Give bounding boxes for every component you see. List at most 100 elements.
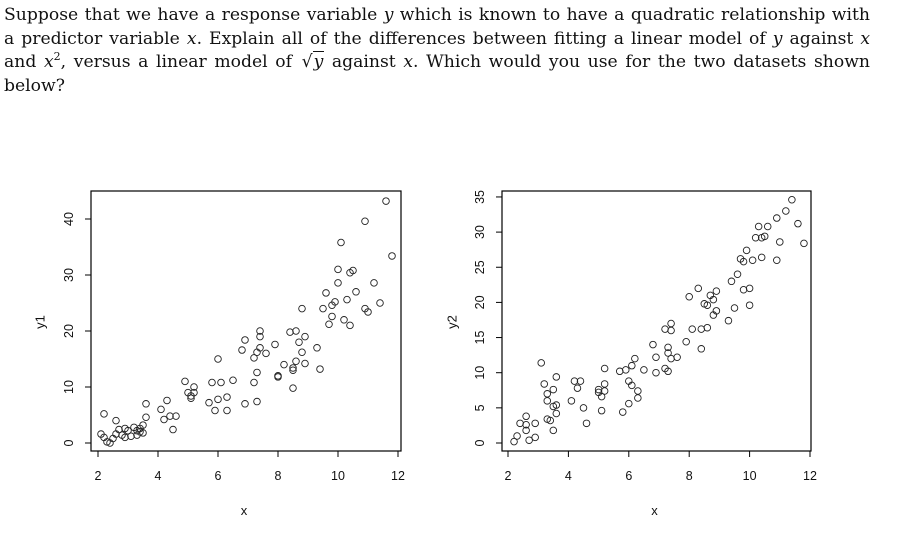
- data-point: [208, 378, 216, 387]
- data-point: [241, 400, 249, 408]
- y-tick-label: 20: [62, 324, 76, 338]
- sqrt-expression: √y: [300, 51, 325, 75]
- data-point: [513, 432, 521, 440]
- question-line-2: a predictor variable x. Explain all of t…: [4, 28, 870, 52]
- data-point: [253, 397, 261, 406]
- data-point: [376, 299, 384, 307]
- data-point: [525, 436, 533, 444]
- data-point: [730, 304, 739, 312]
- data-point: [664, 367, 672, 376]
- data-point: [214, 355, 222, 363]
- data-point: [289, 364, 297, 372]
- data-point: [600, 387, 609, 395]
- data-point: [619, 408, 627, 416]
- data-point: [292, 327, 300, 335]
- data-point: [682, 338, 690, 346]
- y-tick-label: 30: [62, 268, 76, 282]
- x-axis: 2 4 6 8 10 12: [505, 451, 817, 483]
- math-var: x: [403, 52, 414, 73]
- data-point: [522, 426, 530, 435]
- data-point: [712, 287, 721, 295]
- data-point: [537, 359, 545, 367]
- data-point: [516, 419, 524, 428]
- data-point: [139, 429, 147, 437]
- data-point: [745, 284, 754, 293]
- x-axis: 2 4 6 8 10 12: [95, 451, 405, 483]
- data-point: [727, 277, 736, 286]
- scatter-plot-2: 2 4 6 8 10 12 x 0 5 10 15 20 25 30 35 y2: [445, 190, 817, 518]
- data-point: [773, 214, 781, 222]
- text: which is known to have a quadratic relat…: [393, 5, 870, 25]
- data-point: [688, 325, 696, 333]
- x-tick-label: 6: [625, 469, 632, 483]
- math-var: x: [186, 28, 197, 49]
- data-point: [112, 416, 120, 425]
- data-point: [334, 279, 342, 287]
- data-point: [573, 384, 582, 392]
- data-point: [301, 359, 309, 368]
- data-point: [352, 288, 360, 296]
- data-point: [100, 410, 108, 418]
- data-point: [661, 325, 669, 333]
- math-var: x: [43, 52, 54, 73]
- question-line-4: below?: [4, 75, 65, 96]
- data-point: [597, 392, 606, 401]
- math-var: x: [860, 28, 871, 49]
- data-point: [169, 425, 177, 434]
- question-line-1: Suppose that we have a response variable…: [4, 4, 870, 28]
- x-axis-title: x: [651, 503, 658, 518]
- x-tick-label: 4: [155, 469, 162, 483]
- data-point: [531, 433, 539, 442]
- x-tick-label: 12: [803, 469, 817, 483]
- data-point: [241, 336, 249, 344]
- data-point: [800, 239, 808, 248]
- data-point: [382, 197, 390, 205]
- data-point: [211, 406, 219, 415]
- question-text: Suppose that we have a response variable…: [4, 4, 870, 98]
- y-axis: 0 10 20 30 40: [62, 212, 91, 446]
- text: . Which would you use for the two datase…: [413, 52, 870, 73]
- math-var: y: [772, 28, 783, 49]
- data-point: [343, 295, 351, 304]
- data-point: [298, 348, 306, 357]
- data-point: [301, 332, 309, 341]
- data-point: [256, 332, 264, 341]
- plot-frame: [90, 190, 402, 452]
- data-point: [262, 349, 270, 358]
- data-point: [579, 404, 588, 412]
- y-tick-label: 30: [473, 225, 487, 239]
- data-point: [600, 380, 609, 388]
- data-point: [664, 343, 672, 352]
- data-point: [337, 238, 345, 247]
- data-point: [223, 393, 231, 401]
- data-point: [694, 284, 703, 293]
- y-tick-label: 0: [62, 439, 76, 446]
- math-var: y: [312, 51, 325, 73]
- data-point: [292, 357, 300, 365]
- data-point: [582, 419, 591, 428]
- text: against: [782, 28, 861, 49]
- data-point: [160, 415, 168, 424]
- scatter-plot-1: 2 4 6 8 10 12 x 0 10 20 30 40 y1: [33, 190, 405, 518]
- data-point: [256, 344, 264, 352]
- data-point: [190, 388, 198, 397]
- data-point: [253, 368, 261, 377]
- data-point: [788, 196, 796, 204]
- data-point: [334, 265, 342, 274]
- data-point: [142, 413, 150, 421]
- data-point: [652, 353, 660, 361]
- y-axis-title: y2: [445, 315, 460, 329]
- y-tick-label: 35: [473, 190, 487, 204]
- data-point: [673, 353, 681, 361]
- data-point: [748, 256, 757, 264]
- data-point: [229, 376, 237, 385]
- data-point: [664, 349, 672, 357]
- y-tick-label: 10: [473, 366, 487, 380]
- y-tick-label: 40: [62, 212, 76, 226]
- data-point: [217, 378, 225, 387]
- data-point: [250, 354, 258, 362]
- data-point: [724, 316, 733, 325]
- data-point: [325, 320, 333, 329]
- data-point: [316, 365, 324, 373]
